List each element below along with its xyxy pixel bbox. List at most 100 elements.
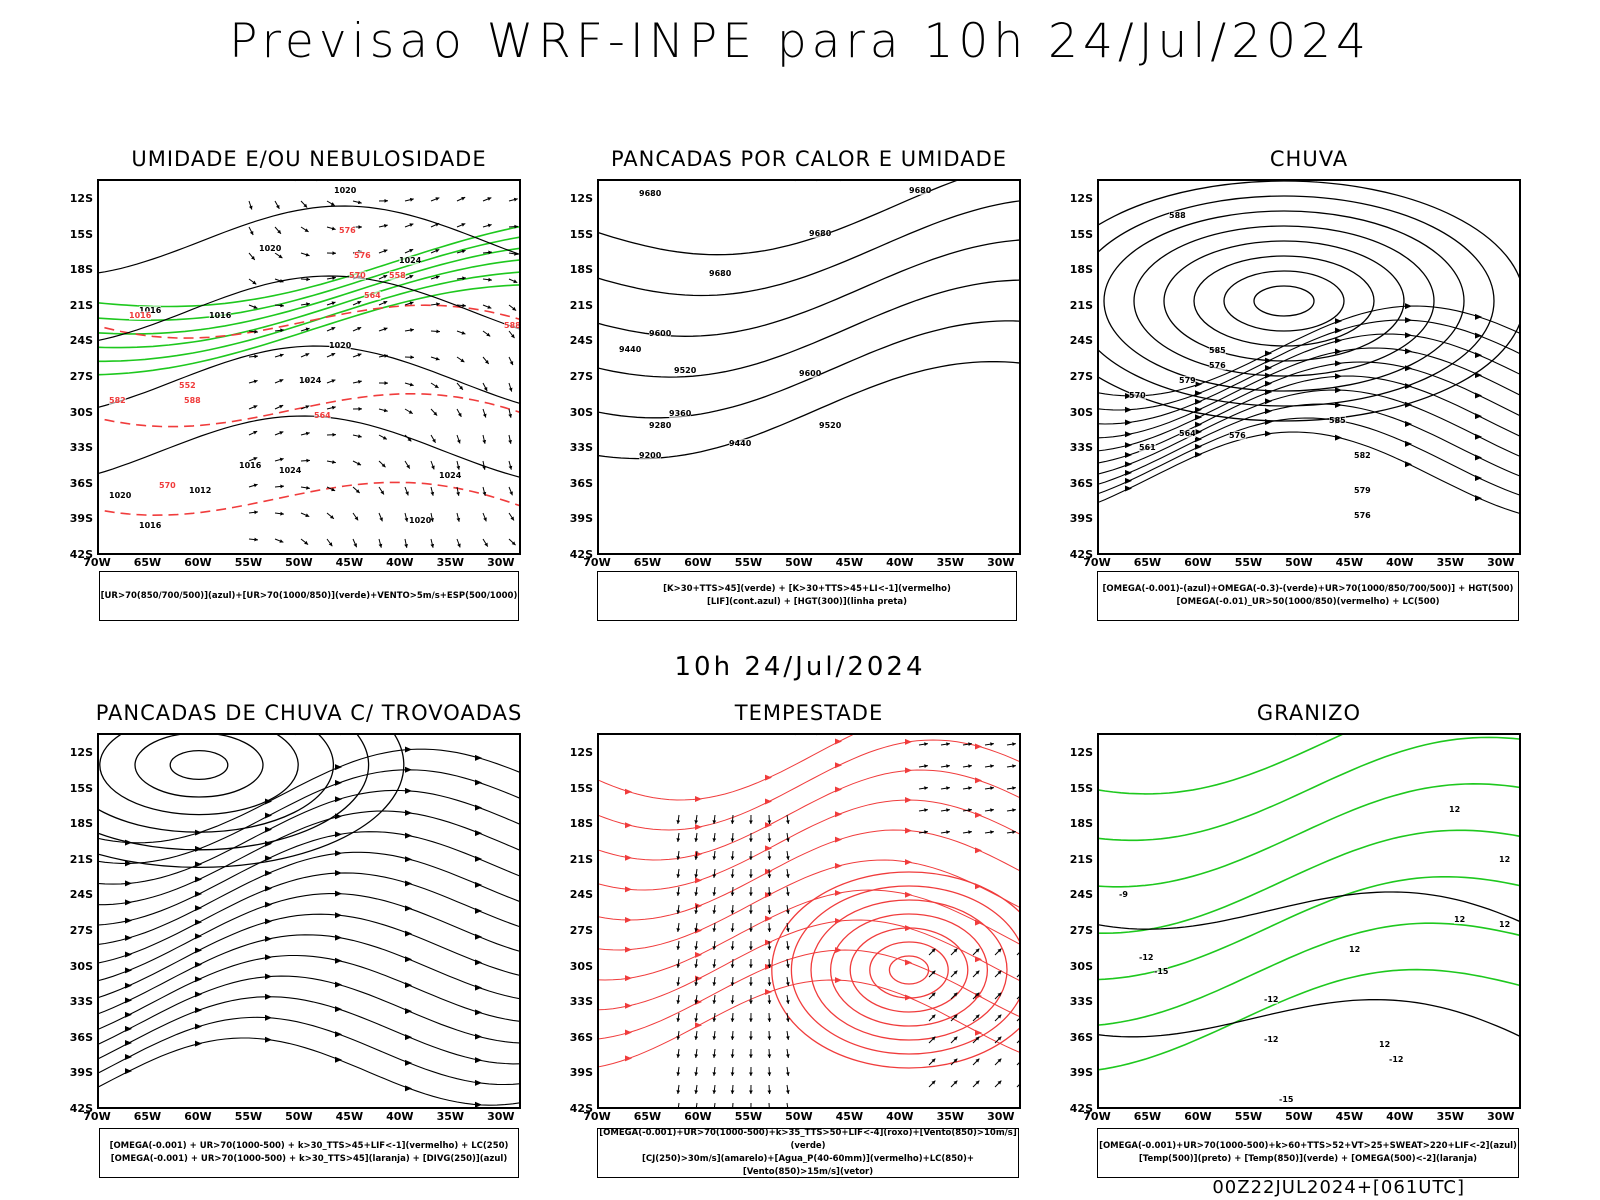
vector-head	[488, 277, 492, 282]
flow-arrow	[765, 868, 772, 875]
lon-tick-label: 55W	[234, 556, 263, 569]
vector-head	[430, 543, 435, 548]
flow-arrow	[475, 933, 482, 940]
vector-head	[353, 543, 357, 548]
flow-arrow	[835, 977, 842, 984]
vector-head	[482, 491, 487, 496]
lat-tick-label: 24S	[69, 888, 93, 902]
vector-head	[279, 431, 284, 435]
vector-head	[749, 1036, 753, 1040]
flow-arrow	[475, 1101, 482, 1107]
vector-head	[406, 464, 410, 469]
streamline	[99, 1016, 519, 1086]
lat-tick-label: 42S	[69, 1102, 93, 1115]
flow-arrow	[975, 956, 982, 963]
flow-arrow	[1405, 303, 1412, 310]
vector-head	[279, 457, 284, 462]
flow-arrow	[195, 861, 202, 868]
flow-arrow	[1405, 365, 1412, 372]
vector-head	[462, 303, 466, 308]
contour-label: 9600	[649, 329, 672, 338]
lat-tick-label: 39S	[69, 512, 93, 526]
lon-tick-label: 55W	[234, 1110, 263, 1123]
contour-label: 1016	[239, 461, 262, 470]
flow-arrow	[625, 822, 632, 829]
vector-head	[279, 279, 284, 283]
flow-arrow	[195, 961, 202, 968]
vector-head	[953, 992, 958, 997]
vector-head	[749, 1000, 753, 1004]
vector-head	[1020, 949, 1021, 953]
vector-head	[712, 892, 717, 896]
lon-tick-label: 70W	[583, 556, 611, 569]
lon-tick-label: 65W	[133, 1110, 162, 1123]
contour-label: 585	[1329, 416, 1346, 425]
streamline	[99, 769, 519, 864]
vector-head	[330, 202, 335, 206]
contour-label: 9520	[674, 366, 697, 375]
flow-arrow	[125, 839, 132, 846]
flow-arrow	[1265, 357, 1272, 364]
flow-arrow	[835, 862, 842, 869]
contour-label: 9440	[729, 439, 752, 448]
wind-vector	[732, 1102, 734, 1107]
main-title: Previsao WRF-INPE para 10h 24/Jul/2024	[229, 14, 1371, 69]
vector-head	[931, 970, 936, 975]
vector-head	[712, 874, 717, 878]
flow-arrow	[975, 812, 982, 819]
vector-head	[767, 856, 772, 860]
contour-label: 582	[1354, 451, 1371, 460]
streamline	[99, 831, 519, 926]
contour-label: 1024	[399, 256, 422, 265]
vector-head	[357, 434, 362, 439]
vector-head	[924, 830, 928, 835]
vector-head	[712, 838, 717, 842]
flow-arrow	[405, 766, 412, 773]
flow-arrow	[125, 917, 132, 924]
vector-head	[731, 1108, 735, 1109]
vector-head	[304, 540, 309, 545]
vector-head	[676, 928, 681, 932]
flow-arrow	[1475, 332, 1482, 339]
lon-tick-label: 55W	[734, 1110, 763, 1123]
lon-tick-label: 65W	[1133, 1110, 1162, 1123]
flow-arrow	[125, 1053, 132, 1060]
flow-arrow	[265, 918, 272, 925]
vector-head	[508, 387, 513, 392]
flow-arrow	[695, 1022, 702, 1029]
lat-tick-label: 36S	[69, 1030, 93, 1044]
lat-tick-label: 42S	[69, 548, 93, 561]
vector-head	[409, 301, 414, 306]
flow-arrow	[1265, 364, 1272, 371]
vector-head	[303, 203, 308, 208]
vector-head	[767, 982, 772, 986]
vector-head	[676, 1090, 681, 1094]
lc250-contour	[99, 735, 335, 833]
vector-head	[785, 910, 790, 914]
vector-head	[275, 204, 280, 209]
hgt-contour	[599, 200, 1019, 297]
lat-tick-label: 27S	[569, 924, 593, 938]
hgt500-contour	[1223, 270, 1345, 332]
flow-arrow	[405, 1085, 412, 1092]
lat-tick-label: 42S	[569, 548, 593, 561]
pressure-contour	[99, 345, 519, 408]
flow-arrow	[475, 804, 482, 811]
vector-head	[331, 379, 336, 383]
lon-tick-label: 40W	[886, 556, 914, 569]
contour-label: 12	[1349, 945, 1361, 954]
flow-arrow	[195, 1023, 202, 1030]
flow-arrow	[405, 880, 412, 887]
hgt500-contour	[1193, 255, 1375, 347]
vector-head	[456, 465, 461, 470]
flow-arrow	[1195, 443, 1202, 450]
lon-tick-label: 35W	[436, 556, 465, 569]
lat-tick-label: 21S	[569, 852, 593, 866]
vector-head	[749, 928, 753, 932]
vector-head	[730, 928, 735, 932]
flow-arrow	[765, 798, 772, 805]
wind-vector	[1016, 996, 1019, 1000]
flow-arrow	[475, 1057, 482, 1064]
flow-arrow	[335, 912, 342, 919]
vector-head	[280, 303, 284, 308]
